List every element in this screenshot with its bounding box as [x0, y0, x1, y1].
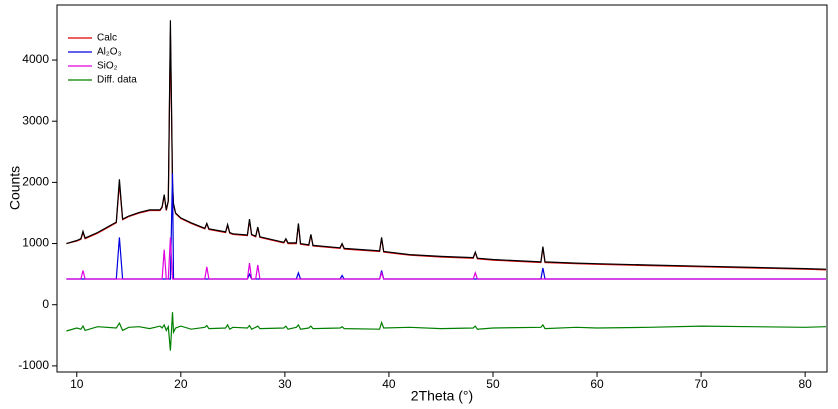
x-tick-label: 70	[694, 377, 708, 391]
y-tick-label: -1000	[18, 358, 49, 372]
x-tick-label: 80	[798, 377, 812, 391]
y-tick-label: 4000	[22, 52, 49, 66]
x-tick-label: 60	[590, 377, 604, 391]
series-line	[66, 173, 826, 280]
y-tick-label: 0	[42, 297, 49, 311]
y-axis-label: Counts	[7, 166, 23, 210]
x-tick-label: 40	[382, 377, 396, 391]
y-tick-label: 2000	[22, 175, 49, 189]
series-line	[66, 20, 827, 270]
y-tick-label: 1000	[22, 236, 49, 250]
x-axis-label: 2Theta (°)	[411, 388, 473, 404]
x-tick-label: 10	[70, 377, 84, 391]
legend-label: Diff. data	[97, 75, 137, 86]
series-line	[66, 312, 827, 351]
plot-frame	[56, 4, 828, 373]
x-tick-label: 50	[486, 377, 500, 391]
y-tick-label: 3000	[22, 113, 49, 127]
x-tick-label: 30	[278, 377, 292, 391]
legend-label: Al₂O₃	[97, 47, 122, 58]
legend-label: Calc	[97, 33, 117, 44]
series-line	[66, 237, 826, 280]
legend-label: SiO₂	[97, 61, 118, 72]
x-tick-label: 20	[174, 377, 188, 391]
series-line	[66, 32, 827, 271]
